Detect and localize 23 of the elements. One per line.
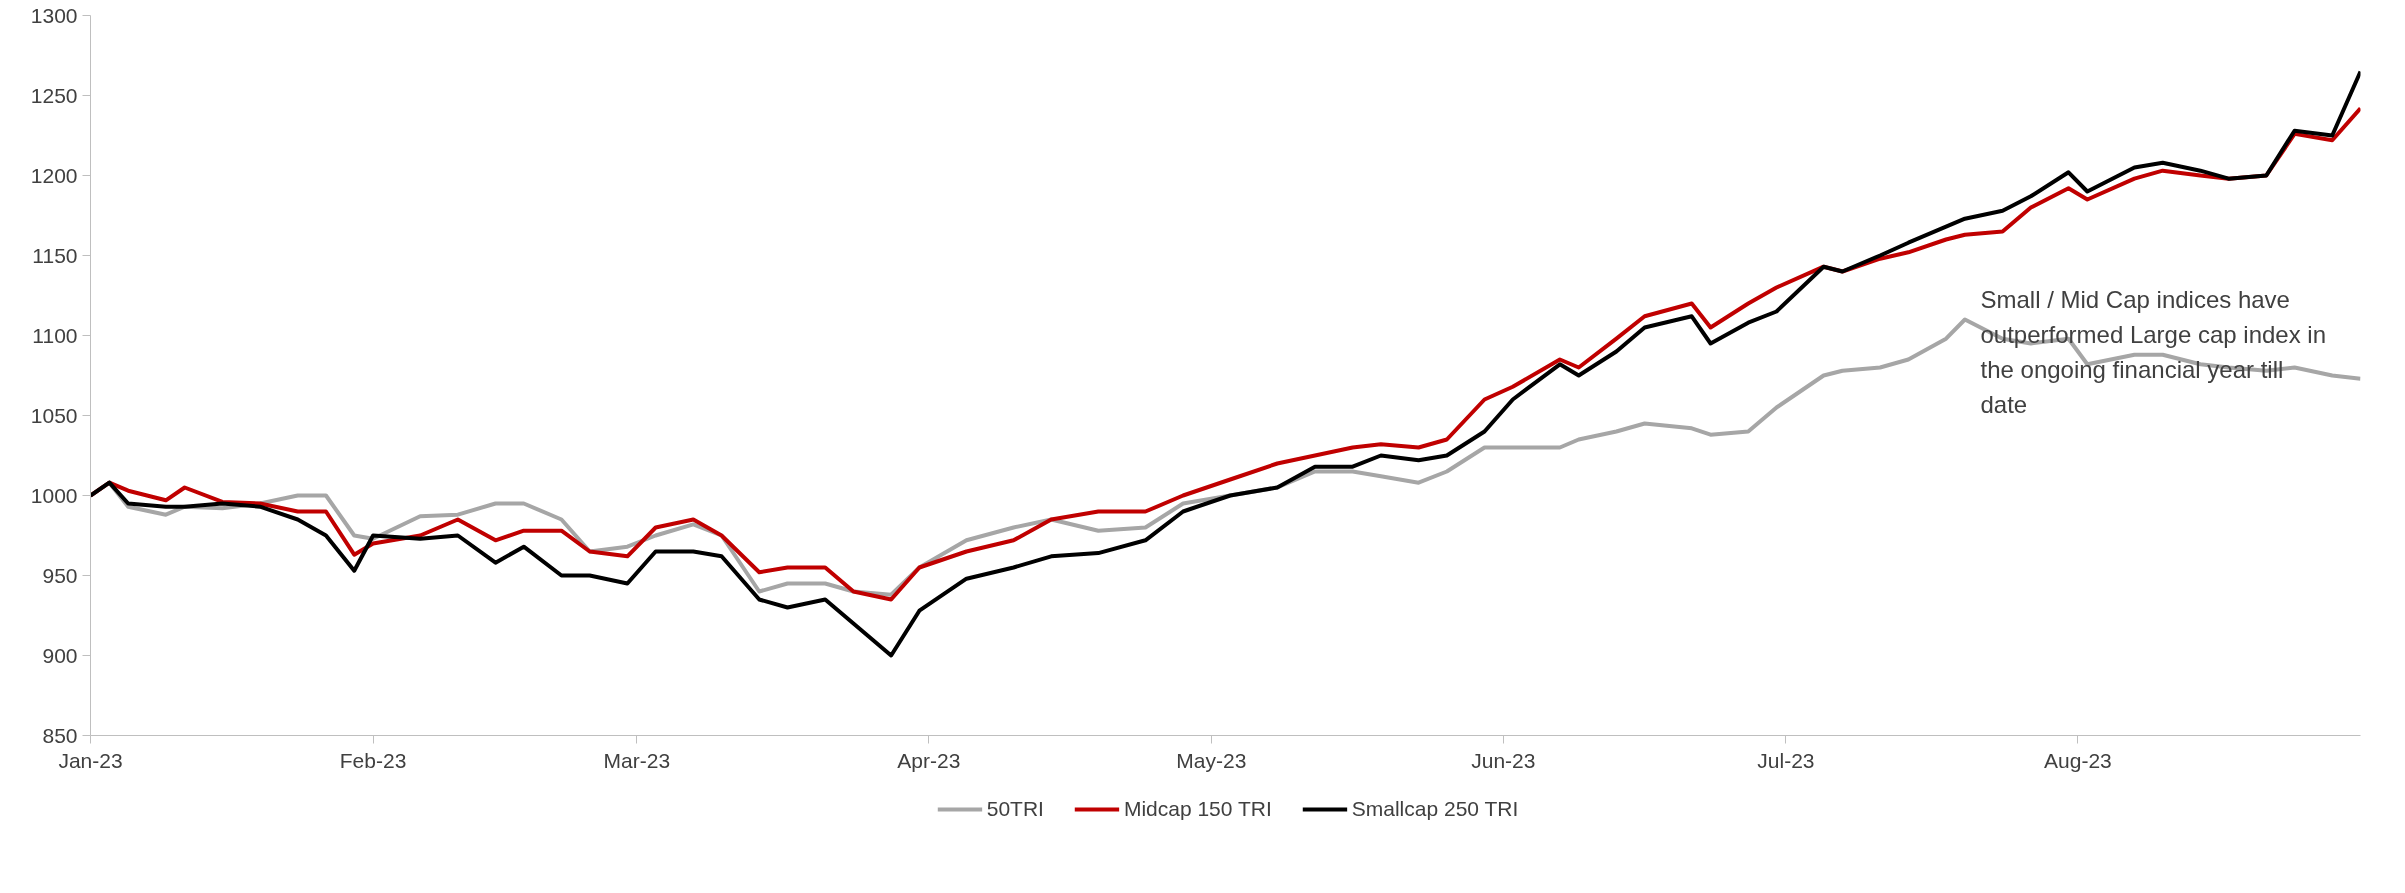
x-tick-label: Jul-23 (1757, 748, 1815, 772)
y-tick-label: 850 (42, 723, 78, 747)
y-tick-label: 1150 (32, 243, 78, 267)
y-tick-label: 1250 (30, 83, 78, 107)
y-tick-label: 950 (42, 563, 78, 587)
x-tick-label: Jan-23 (58, 748, 123, 772)
x-tick-label: Feb-23 (339, 748, 407, 772)
y-tick-label: 1050 (30, 403, 78, 427)
y-tick-label: 900 (42, 643, 78, 667)
x-tick-label: Jun-23 (1471, 748, 1536, 772)
legend-label: Midcap 150 TRI (1123, 797, 1272, 821)
annotation: Small / Mid Cap indices have outperformed Large cap index in the ongoing financial year till date (1980, 285, 2327, 418)
y-tick-label: 1200 (30, 163, 78, 187)
x-tick-label: Mar-23 (603, 748, 671, 772)
line-series (90, 69, 2361, 658)
x-tick-label: Apr-23 (897, 748, 961, 772)
legend-label: 50TRI (986, 797, 1044, 821)
y-tick-label: 1100 (32, 323, 78, 347)
y-tick-label: 1300 (30, 3, 78, 27)
x-tick-label: Aug-23 (2044, 748, 2112, 772)
legend-label: Smallcap 250 TRI (1351, 797, 1519, 821)
x-tick-label: May-23 (1176, 748, 1247, 772)
y-tick-label: 1000 (30, 483, 78, 507)
